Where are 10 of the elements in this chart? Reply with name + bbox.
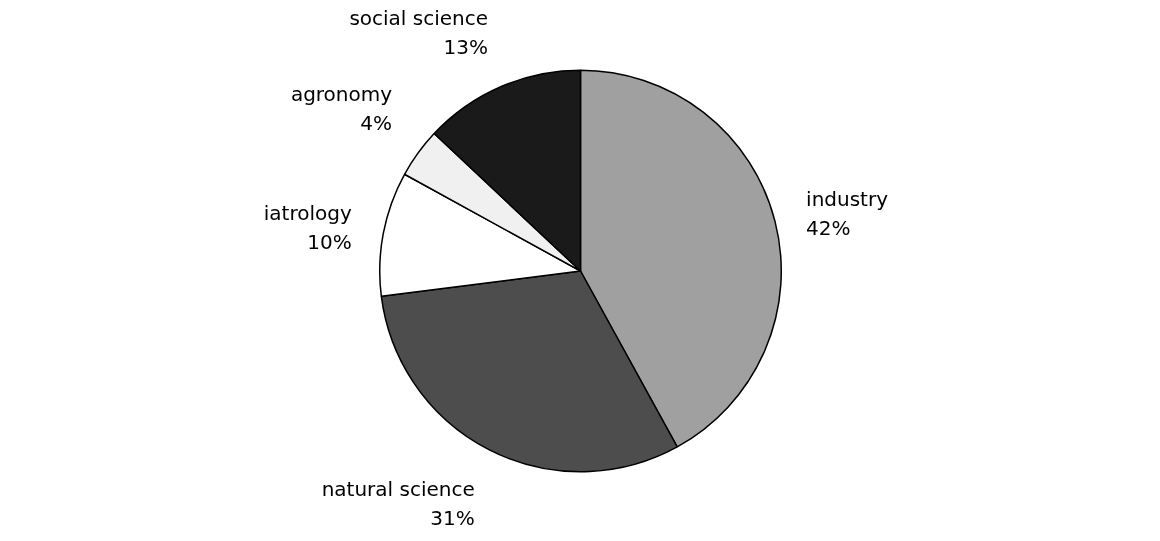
data-label: 4% xyxy=(360,111,393,136)
data-label: 42% xyxy=(806,215,851,240)
slice-label: iatrology xyxy=(263,201,352,226)
data-label: 13% xyxy=(443,35,489,60)
slice-label: agronomy xyxy=(290,82,393,107)
data-label: 31% xyxy=(430,505,475,530)
slice-label: social science xyxy=(349,6,489,31)
data-label: 10% xyxy=(307,230,352,255)
slice-label: natural science xyxy=(321,476,475,501)
slice-label: industry xyxy=(806,187,889,212)
